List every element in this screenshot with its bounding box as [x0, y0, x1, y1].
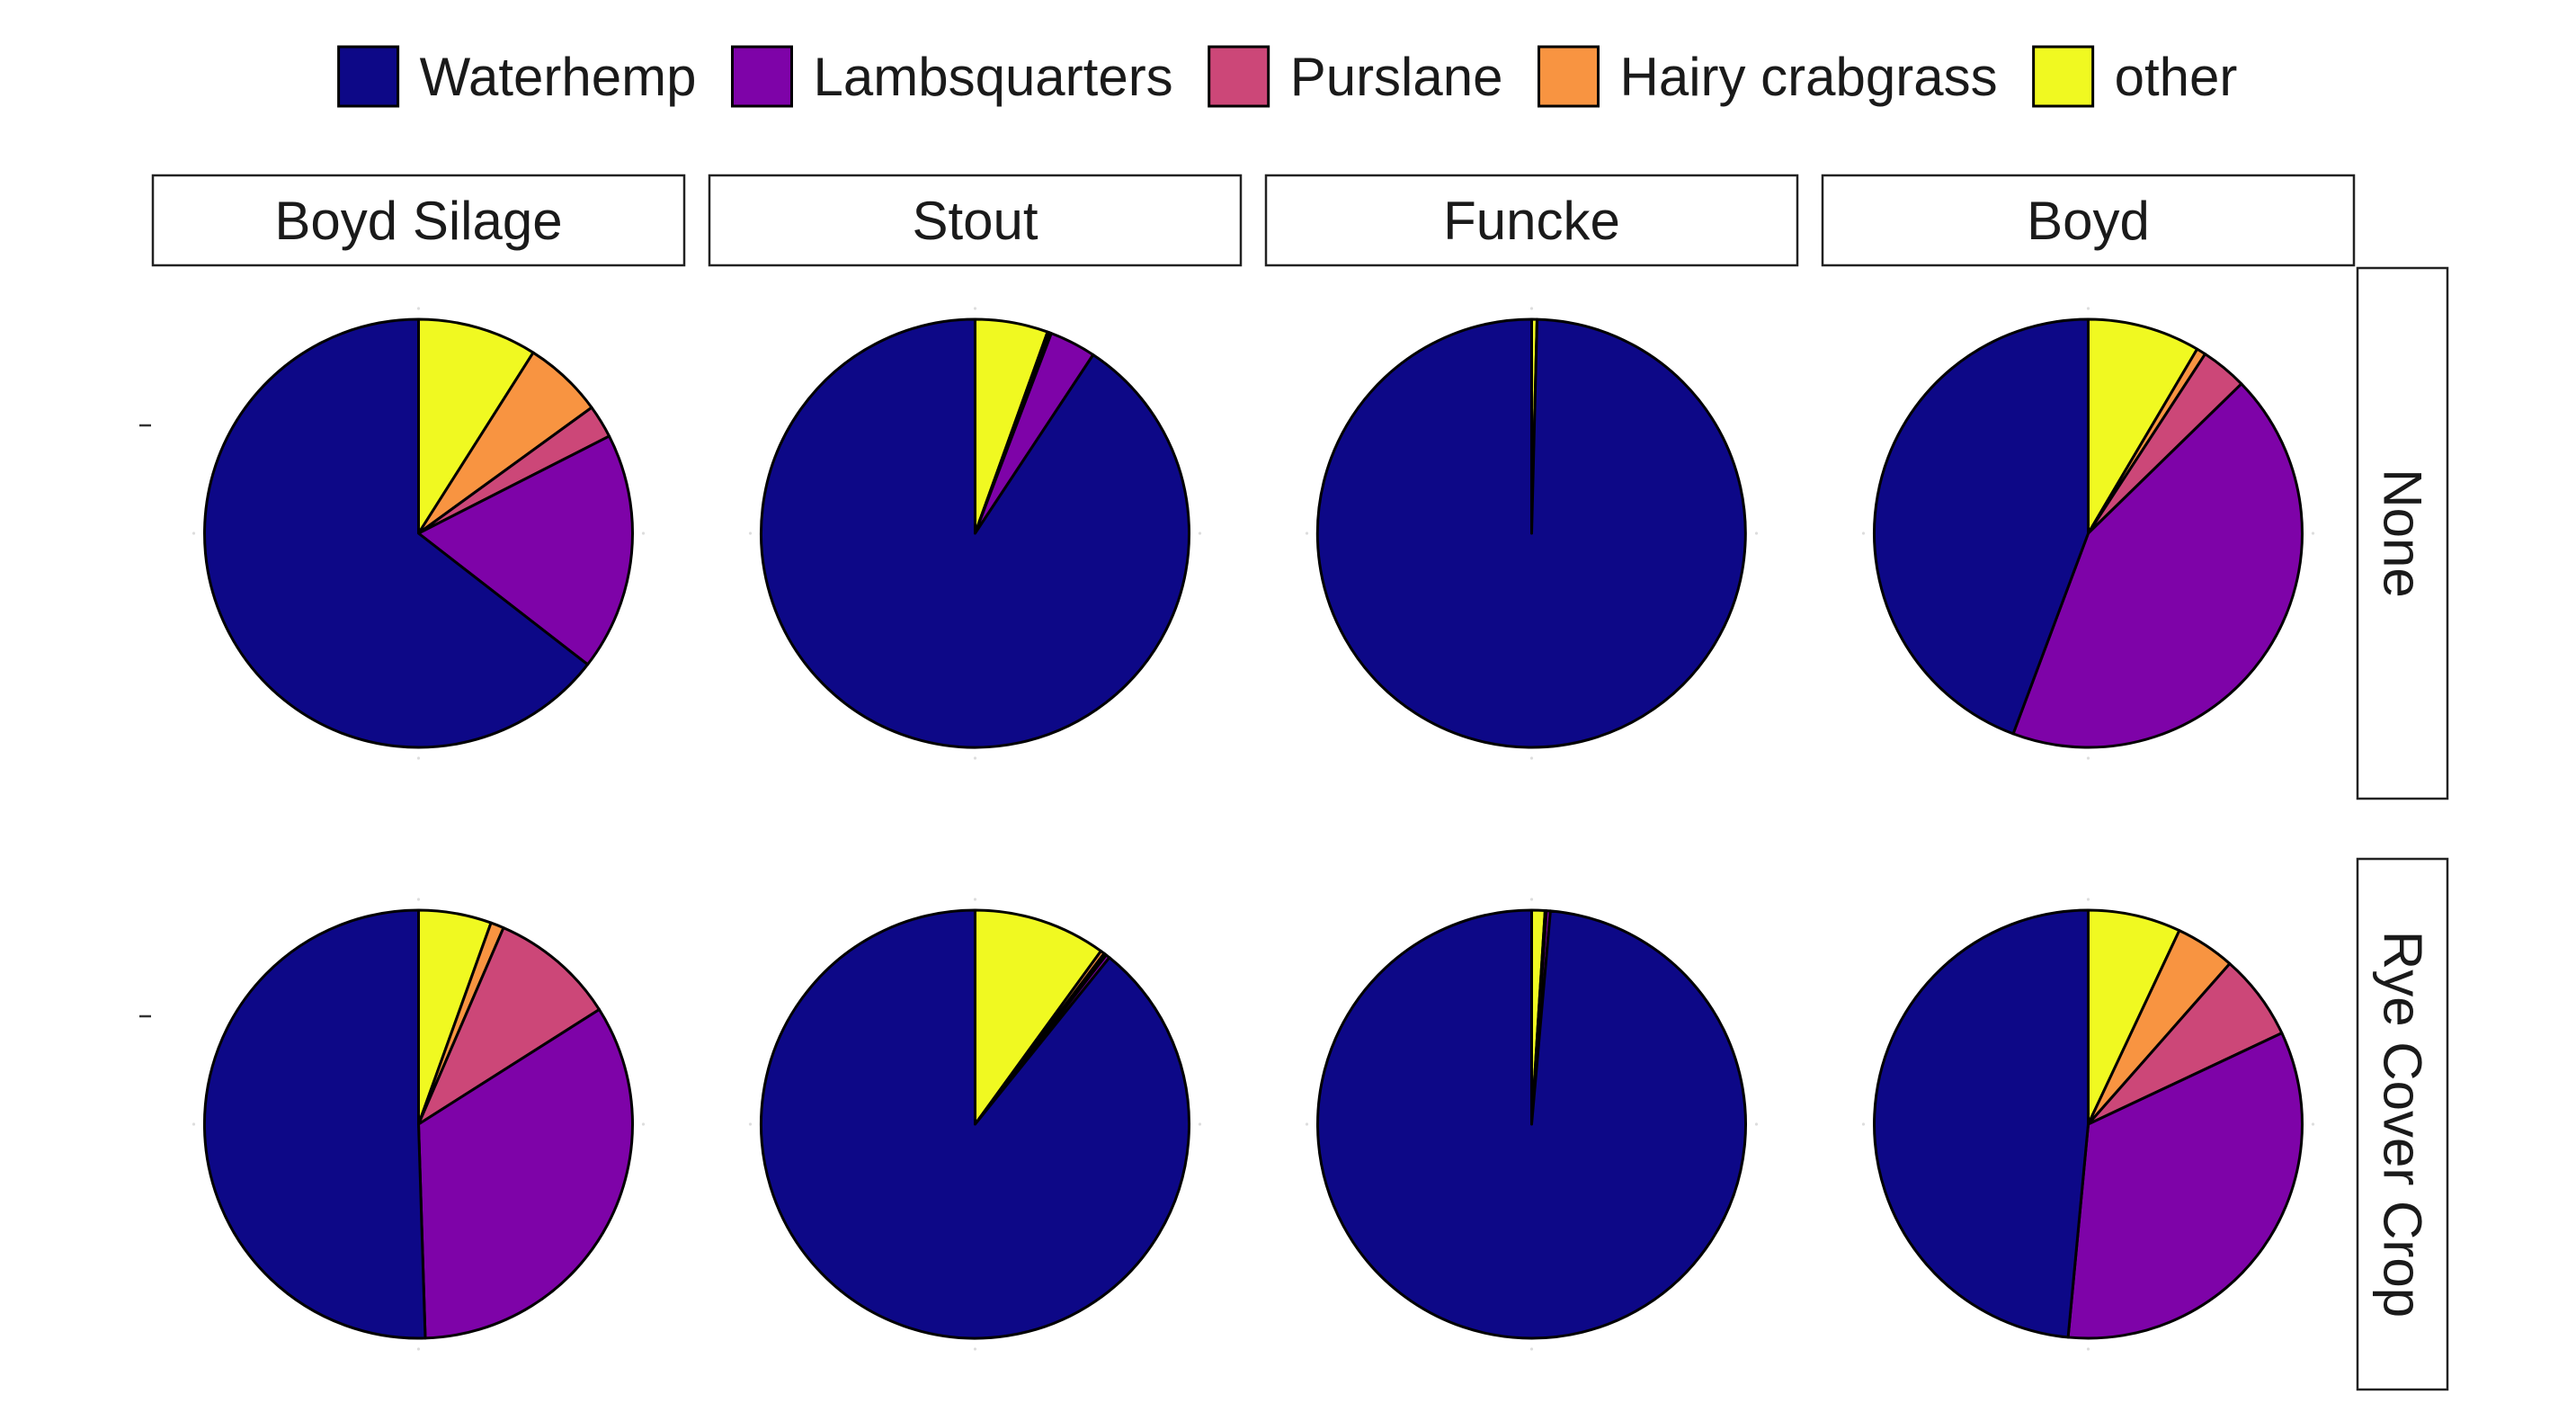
pie-guide-dot: [1198, 1122, 1202, 1126]
column-strip-label-stout: Stout: [912, 191, 1038, 251]
pie-rye-cover-crop-boyd: [1861, 898, 2315, 1351]
pie-rye-cover-crop-funcke: [1305, 898, 1759, 1351]
pie-guide-dot: [2086, 898, 2090, 901]
pie-none-stout: [748, 307, 1202, 760]
pie-guide-dot: [973, 898, 977, 901]
pie-guide-dot: [748, 1122, 753, 1126]
pie-guide-dot: [1529, 756, 1534, 760]
pie-guide-dot: [2311, 532, 2315, 535]
pie-slice-rye-cover-crop-boyd-waterhemp: [1873, 908, 2090, 1339]
pie-guide-dot: [973, 307, 977, 310]
pie-slice-none-boyd-silage-lambsquarters: [417, 434, 634, 666]
pie-guide-dot: [1861, 532, 1866, 535]
pie-none-funcke: [1305, 307, 1759, 760]
row-strip-box-rye-cover-crop: [2356, 857, 2449, 1391]
pie-guide-dot: [416, 307, 421, 310]
pie-slice-none-boyd-silage-waterhemp: [203, 317, 590, 749]
column-strip-box-boyd-silage: [151, 174, 686, 267]
pie-slice-rye-cover-crop-boyd-silage-lambsquarters: [417, 1007, 634, 1340]
pie-slice-none-funcke-waterhemp: [1315, 317, 1747, 749]
legend-item-waterhemp: Waterhemp: [337, 45, 697, 108]
pie-none-boyd: [1861, 307, 2315, 760]
pie-guide-dot: [1198, 532, 1202, 535]
pie-guide-dot: [2086, 1347, 2090, 1351]
pie-slice-rye-cover-crop-stout-waterhemp: [760, 908, 1190, 1340]
row-strip-none: None: [2356, 266, 2449, 800]
pie-slice-none-boyd-other: [2087, 317, 2199, 535]
pie-rye-cover-crop-boyd-silage: [192, 898, 646, 1351]
legend-label-waterhemp: Waterhemp: [420, 47, 697, 107]
pie-guide-dot: [973, 756, 977, 760]
legend-label-other: other: [2115, 47, 2238, 107]
pie-slice-rye-cover-crop-funcke-waterhemp: [1316, 908, 1747, 1340]
pie-guide-dot: [192, 1122, 196, 1126]
column-strip-label-funcke: Funcke: [1443, 191, 1620, 251]
pie-slice-none-boyd-lambsquarters: [2011, 382, 2304, 749]
pie-guide-dot: [748, 532, 753, 535]
pie-guide-dot: [2086, 756, 2090, 760]
pie-guide-dot: [192, 532, 196, 535]
legend-label-hairy-crabgrass: Hairy crabgrass: [1620, 47, 1998, 107]
legend: Waterhemp Lambsquarters Purslane Hairy crab…: [337, 45, 2238, 108]
pie-slice-rye-cover-crop-boyd-lambsquarters: [2066, 1032, 2304, 1340]
column-strip-label-boyd: Boyd: [2027, 191, 2150, 251]
facet-strips: Boyd Silage Stout Funcke Boyd None Rye Cover …: [151, 174, 2449, 1391]
pie-guide-dot: [1754, 1122, 1759, 1126]
pie-guide-dot: [416, 1347, 421, 1351]
legend-item-lambsquarters: Lambsquarters: [730, 45, 1173, 108]
pie-guide-dot: [1305, 1122, 1309, 1126]
pie-slice-rye-cover-crop-boyd-other: [2087, 908, 2181, 1126]
pie-guide-dot: [2086, 307, 2090, 310]
row-strip-label-none: None: [2373, 469, 2433, 597]
pie-guide-dot: [1861, 1122, 1866, 1126]
row-strip-label-rye-cover-crop: Rye Cover Crop: [2373, 931, 2433, 1318]
legend-item-hairy-crabgrass: Hairy crabgrass: [1538, 45, 1998, 108]
pie-guide-dot: [1305, 532, 1309, 535]
pie-rye-cover-crop-stout: [748, 898, 1202, 1351]
legend-label-lambsquarters: Lambsquarters: [813, 47, 1172, 107]
pie-panels: [139, 307, 2315, 1351]
pie-guide-dot: [1529, 898, 1534, 901]
pie-guide-dot: [1754, 532, 1759, 535]
pie-slice-none-stout-waterhemp: [760, 317, 1190, 749]
pie-guide-dot: [2311, 1122, 2315, 1126]
row-strip-rye-cover-crop: Rye Cover Crop: [2356, 857, 2449, 1391]
pie-slice-none-boyd-waterhemp: [1873, 317, 2090, 736]
legend-key-other: [2032, 45, 2095, 108]
pie-slice-rye-cover-crop-boyd-silage-waterhemp: [202, 908, 427, 1340]
legend-key-lambsquarters: [730, 45, 793, 108]
legend-key-purslane: [1208, 45, 1270, 108]
pie-guide-dot: [1529, 1347, 1534, 1351]
legend-key-waterhemp: [337, 45, 400, 108]
pie-guide-dot: [416, 756, 421, 760]
row-strip-box-none: [2356, 266, 2449, 800]
pie-slice-rye-cover-crop-boyd-silage-purslane: [417, 926, 601, 1126]
column-strip-box-boyd: [1821, 174, 2356, 267]
column-strip-boyd: Boyd: [1821, 174, 2356, 267]
legend-item-purslane: Purslane: [1208, 45, 1503, 108]
pie-guide-dot: [641, 532, 646, 535]
pie-guide-dot: [1529, 307, 1534, 310]
legend-item-other: other: [2032, 45, 2238, 108]
legend-label-purslane: Purslane: [1290, 47, 1503, 107]
pie-guide-dot: [641, 1122, 646, 1126]
column-strip-boyd-silage: Boyd Silage: [151, 174, 686, 267]
pie-none-boyd-silage: [192, 307, 646, 760]
column-strip-box-stout: [708, 174, 1243, 267]
pie-slice-none-boyd-silage-other: [417, 317, 535, 535]
pie-slice-rye-cover-crop-stout-other: [974, 908, 1102, 1126]
column-strip-funcke: Funcke: [1264, 174, 1799, 267]
pie-guide-dot: [416, 898, 421, 901]
pie-guide-dot: [973, 1347, 977, 1351]
column-strip-label-boyd-silage: Boyd Silage: [274, 191, 562, 251]
legend-key-hairy-crabgrass: [1538, 45, 1600, 108]
column-strip-stout: Stout: [708, 174, 1243, 267]
column-strip-box-funcke: [1264, 174, 1799, 267]
